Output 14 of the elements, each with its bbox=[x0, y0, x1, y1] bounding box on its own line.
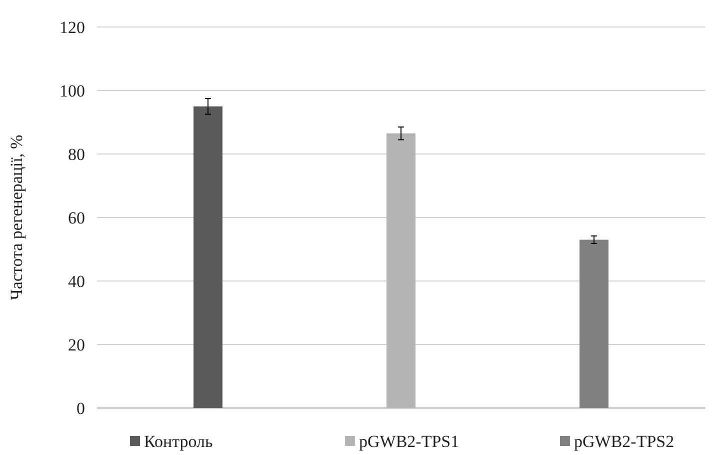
y-tick-label: 20 bbox=[68, 335, 85, 354]
legend-label: pGWB2-TPS1 bbox=[359, 432, 460, 451]
y-tick-label: 60 bbox=[68, 208, 85, 228]
legend-label: pGWB2-TPS2 bbox=[574, 432, 674, 451]
y-tick-label: 0 bbox=[76, 398, 85, 418]
y-tick-label: 100 bbox=[60, 81, 85, 100]
y-tick-label: 120 bbox=[60, 18, 85, 37]
legend-label: Контроль bbox=[144, 432, 213, 451]
y-tick-label: 40 bbox=[68, 272, 85, 291]
y-tick-label: 80 bbox=[68, 144, 85, 164]
bar bbox=[386, 133, 416, 408]
bar bbox=[580, 240, 608, 408]
y-axis-title: Частота регенерації, % bbox=[7, 134, 26, 300]
bar bbox=[194, 106, 222, 408]
